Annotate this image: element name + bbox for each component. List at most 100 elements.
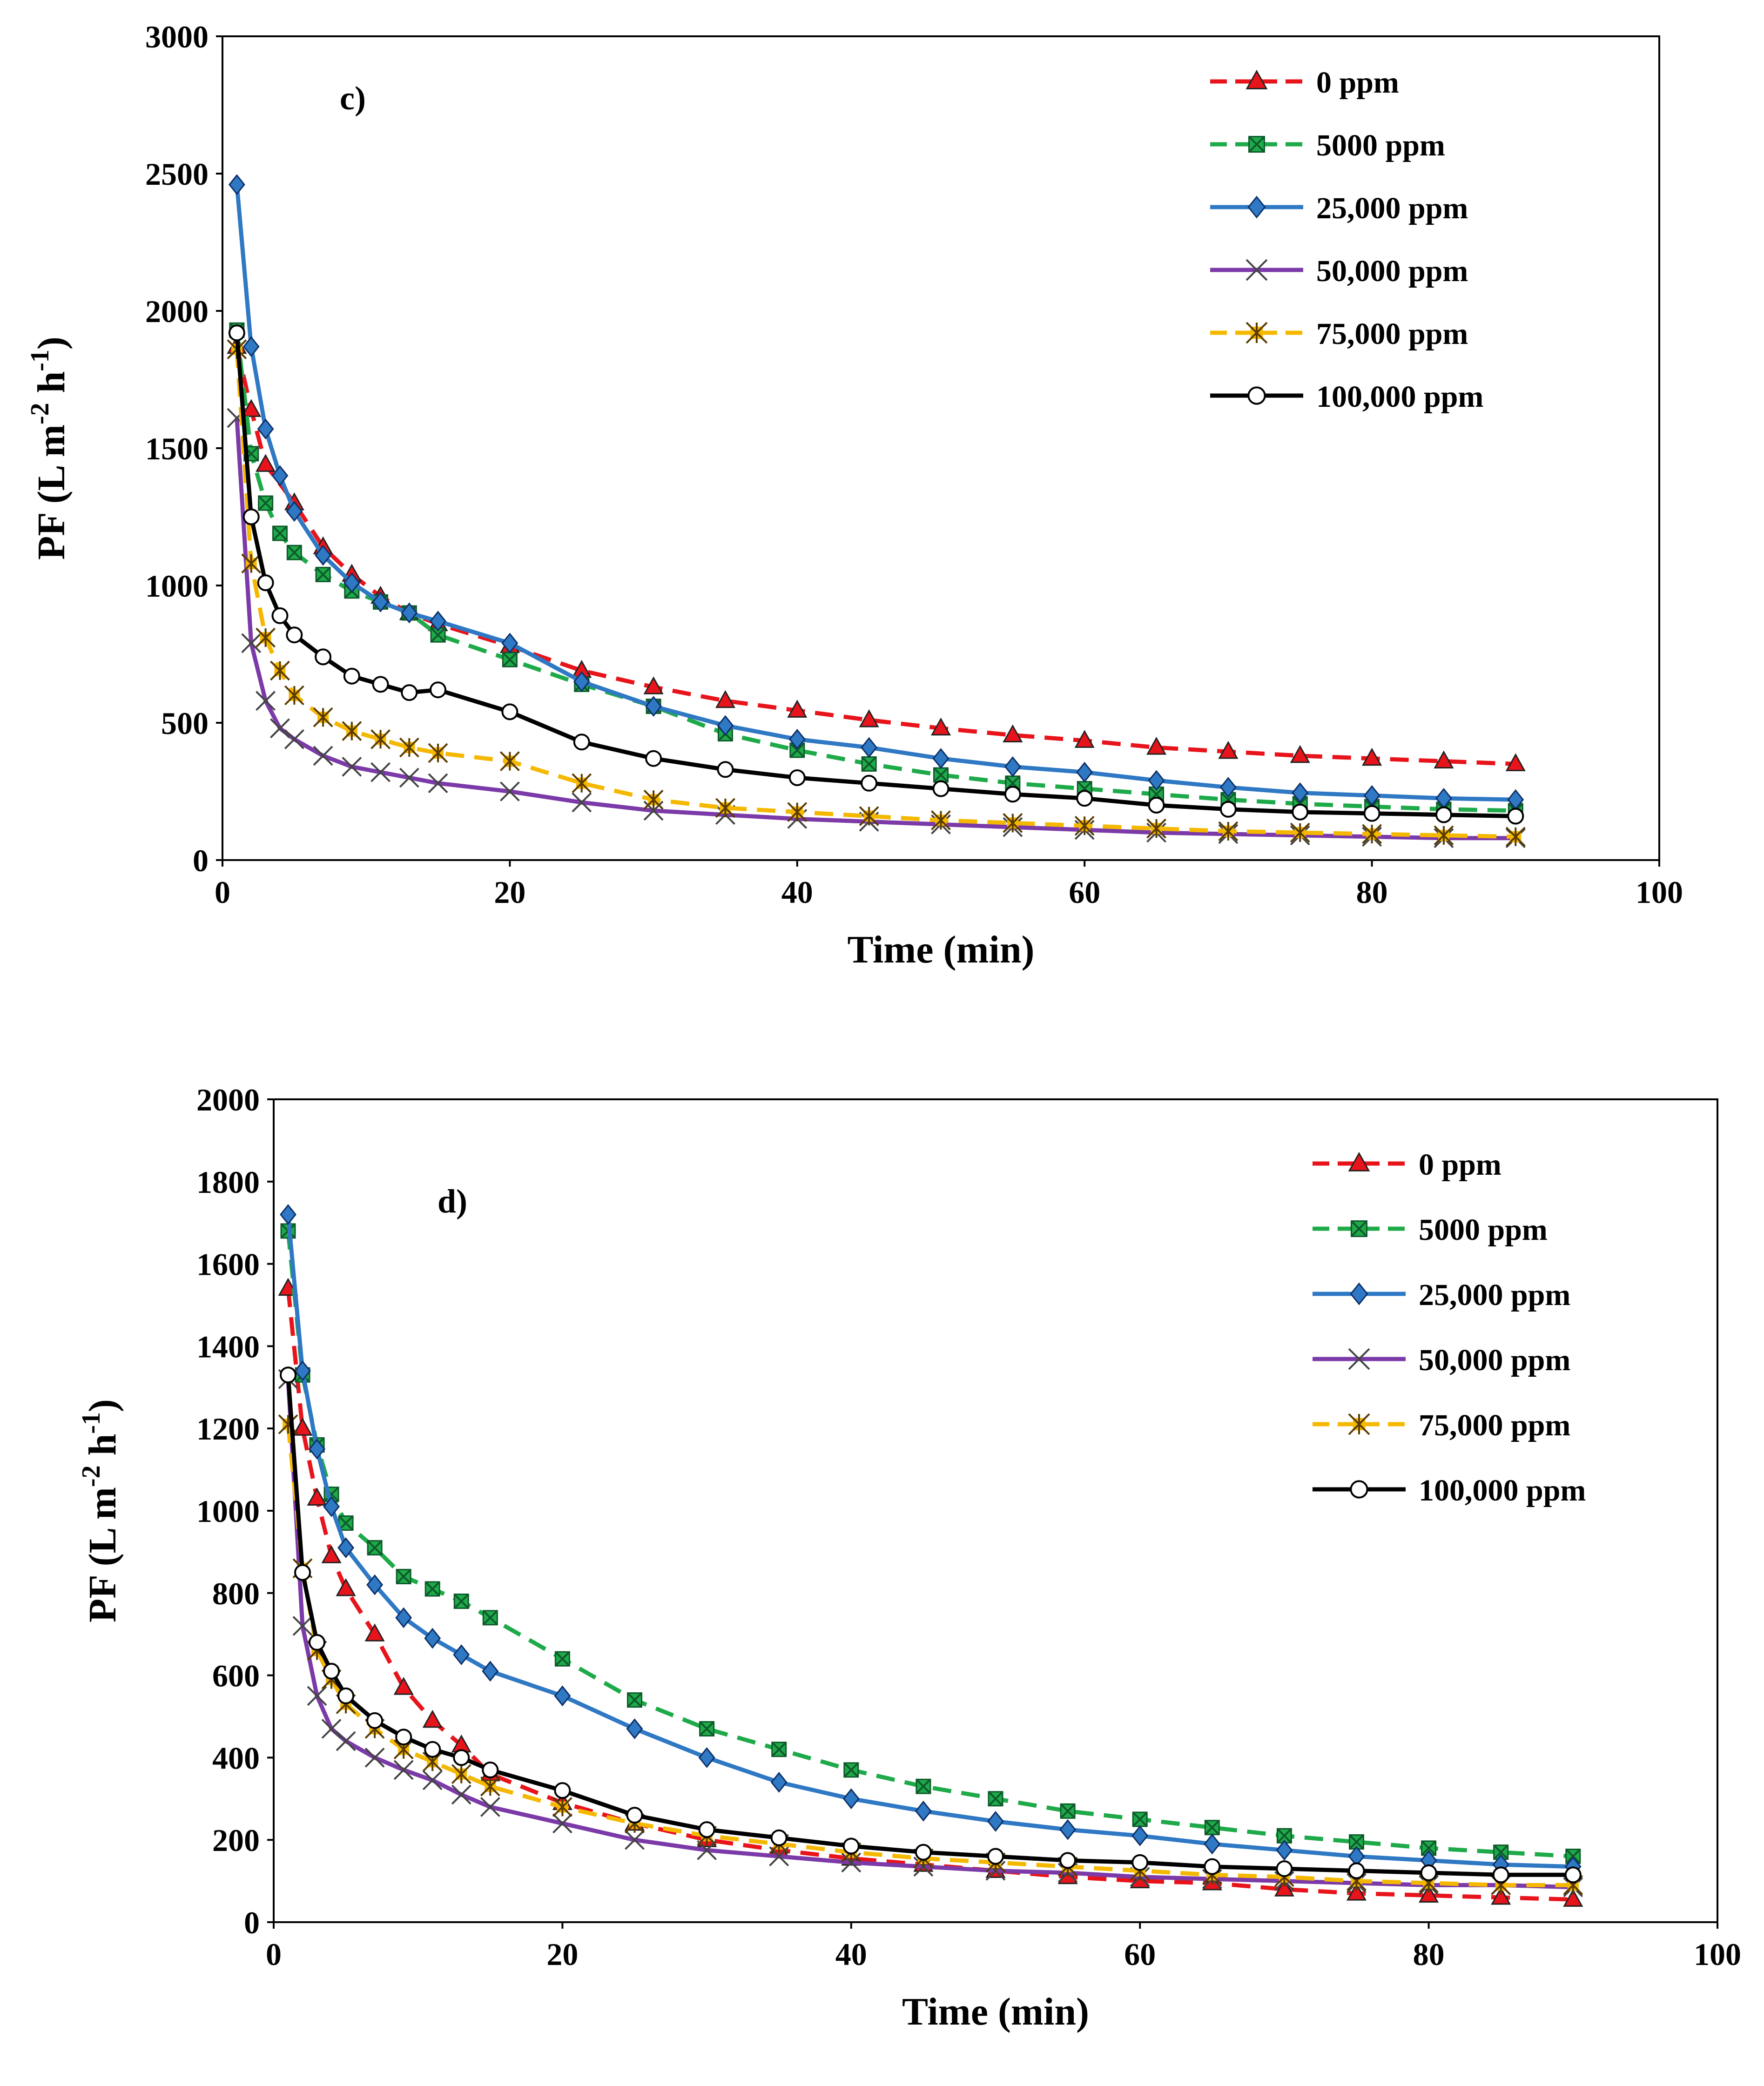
data-point xyxy=(1059,1819,1077,1840)
data-point xyxy=(932,780,949,797)
data-point xyxy=(699,1721,715,1737)
legend-marker xyxy=(1348,1348,1370,1370)
data-point xyxy=(1059,1852,1077,1869)
data-point xyxy=(1146,737,1167,755)
legend-label: 0 ppm xyxy=(1316,66,1399,100)
data-point xyxy=(915,1800,932,1822)
x-tick-label: 100 xyxy=(1636,875,1683,910)
data-point xyxy=(257,418,274,440)
data-point xyxy=(859,709,879,727)
data-point xyxy=(228,324,245,342)
data-point xyxy=(367,1540,383,1556)
data-point xyxy=(1204,1858,1221,1875)
y-tick-label: 600 xyxy=(212,1658,260,1694)
data-point xyxy=(645,750,662,767)
data-point xyxy=(307,1686,327,1706)
series-0ppm-ppm xyxy=(227,336,1526,771)
data-point xyxy=(1204,1833,1221,1855)
data-point xyxy=(1132,1811,1148,1827)
data-point xyxy=(502,652,518,667)
data-point xyxy=(395,1607,412,1628)
data-point xyxy=(323,1496,340,1517)
data-point xyxy=(1292,782,1309,803)
y-tick-label: 0 xyxy=(244,1905,260,1940)
series-75000ppm-ppm xyxy=(227,339,1526,847)
legend-item: 50,000 ppm xyxy=(1210,254,1468,288)
data-point xyxy=(1074,815,1095,836)
x-tick-label: 0 xyxy=(266,1937,282,1972)
data-point xyxy=(572,773,592,794)
legend-label: 0 ppm xyxy=(1419,1148,1501,1182)
data-point xyxy=(286,626,303,644)
legend-label: 75,000 ppm xyxy=(1419,1408,1570,1442)
data-point xyxy=(1004,756,1021,777)
data-point xyxy=(1076,761,1093,783)
data-point xyxy=(643,789,664,810)
y-axis-label-part: h xyxy=(81,1434,124,1466)
legend-label: 50,000 ppm xyxy=(1316,254,1468,288)
data-point xyxy=(338,1515,354,1531)
legend-label: 25,000 ppm xyxy=(1419,1278,1570,1312)
data-point xyxy=(643,801,664,821)
data-point xyxy=(292,1616,313,1636)
data-point xyxy=(499,751,520,772)
legend-marker xyxy=(1348,1151,1370,1171)
y-tick-label: 2500 xyxy=(145,156,209,192)
data-point xyxy=(552,1813,572,1834)
y-axis-label: PF (L m-2 h-1) xyxy=(77,1399,124,1622)
data-point xyxy=(284,729,304,749)
data-point xyxy=(841,1852,862,1873)
data-point xyxy=(1434,825,1454,846)
data-point xyxy=(1204,1820,1220,1836)
data-point xyxy=(842,1788,860,1810)
data-point xyxy=(256,691,276,711)
data-point xyxy=(1362,824,1382,844)
data-point xyxy=(241,553,262,574)
data-point xyxy=(1218,821,1239,841)
data-point xyxy=(987,1848,1004,1865)
data-point xyxy=(430,611,446,632)
x-axis-label: Time (min) xyxy=(902,1990,1089,2033)
data-point xyxy=(1148,770,1165,791)
data-point xyxy=(554,1651,570,1667)
data-point xyxy=(930,717,951,736)
data-point xyxy=(370,729,391,749)
data-point xyxy=(453,1749,470,1766)
data-point xyxy=(1346,1883,1367,1901)
data-point xyxy=(321,1545,342,1563)
y-axis-label-part: ) xyxy=(81,1399,124,1412)
data-point xyxy=(1131,1825,1149,1846)
y-axis-label-part: PF (L m xyxy=(81,1487,124,1622)
data-point xyxy=(428,773,448,794)
data-point xyxy=(861,756,877,772)
data-point xyxy=(1004,786,1021,803)
data-point xyxy=(482,1761,499,1778)
data-point xyxy=(294,1360,311,1381)
data-point xyxy=(342,756,362,777)
data-point xyxy=(789,742,805,758)
legend-item: 75,000 ppm xyxy=(1210,317,1468,351)
data-point xyxy=(787,700,808,718)
data-point xyxy=(241,633,262,653)
data-point xyxy=(1492,1866,1509,1884)
y-tick-label: 1500 xyxy=(145,431,209,466)
data-point xyxy=(336,1731,356,1751)
data-point xyxy=(1362,747,1382,766)
legend-marker xyxy=(1348,1413,1370,1435)
x-tick-label: 80 xyxy=(1413,1937,1445,1972)
data-point xyxy=(788,769,806,786)
data-point xyxy=(932,748,949,769)
y-axis-label-part: -1 xyxy=(77,1412,106,1434)
data-point xyxy=(364,1747,385,1768)
legend-item: 100,000 ppm xyxy=(1210,380,1483,414)
legend-marker xyxy=(1247,386,1266,405)
data-point xyxy=(1505,827,1526,847)
data-point xyxy=(430,627,446,643)
data-point xyxy=(987,1811,1004,1832)
data-point xyxy=(627,1692,642,1708)
data-point xyxy=(645,696,662,717)
data-point xyxy=(401,684,418,701)
y-axis-label-part: PF (L m xyxy=(30,424,73,560)
y-axis-label: PF (L m-2 h-1) xyxy=(26,336,73,560)
